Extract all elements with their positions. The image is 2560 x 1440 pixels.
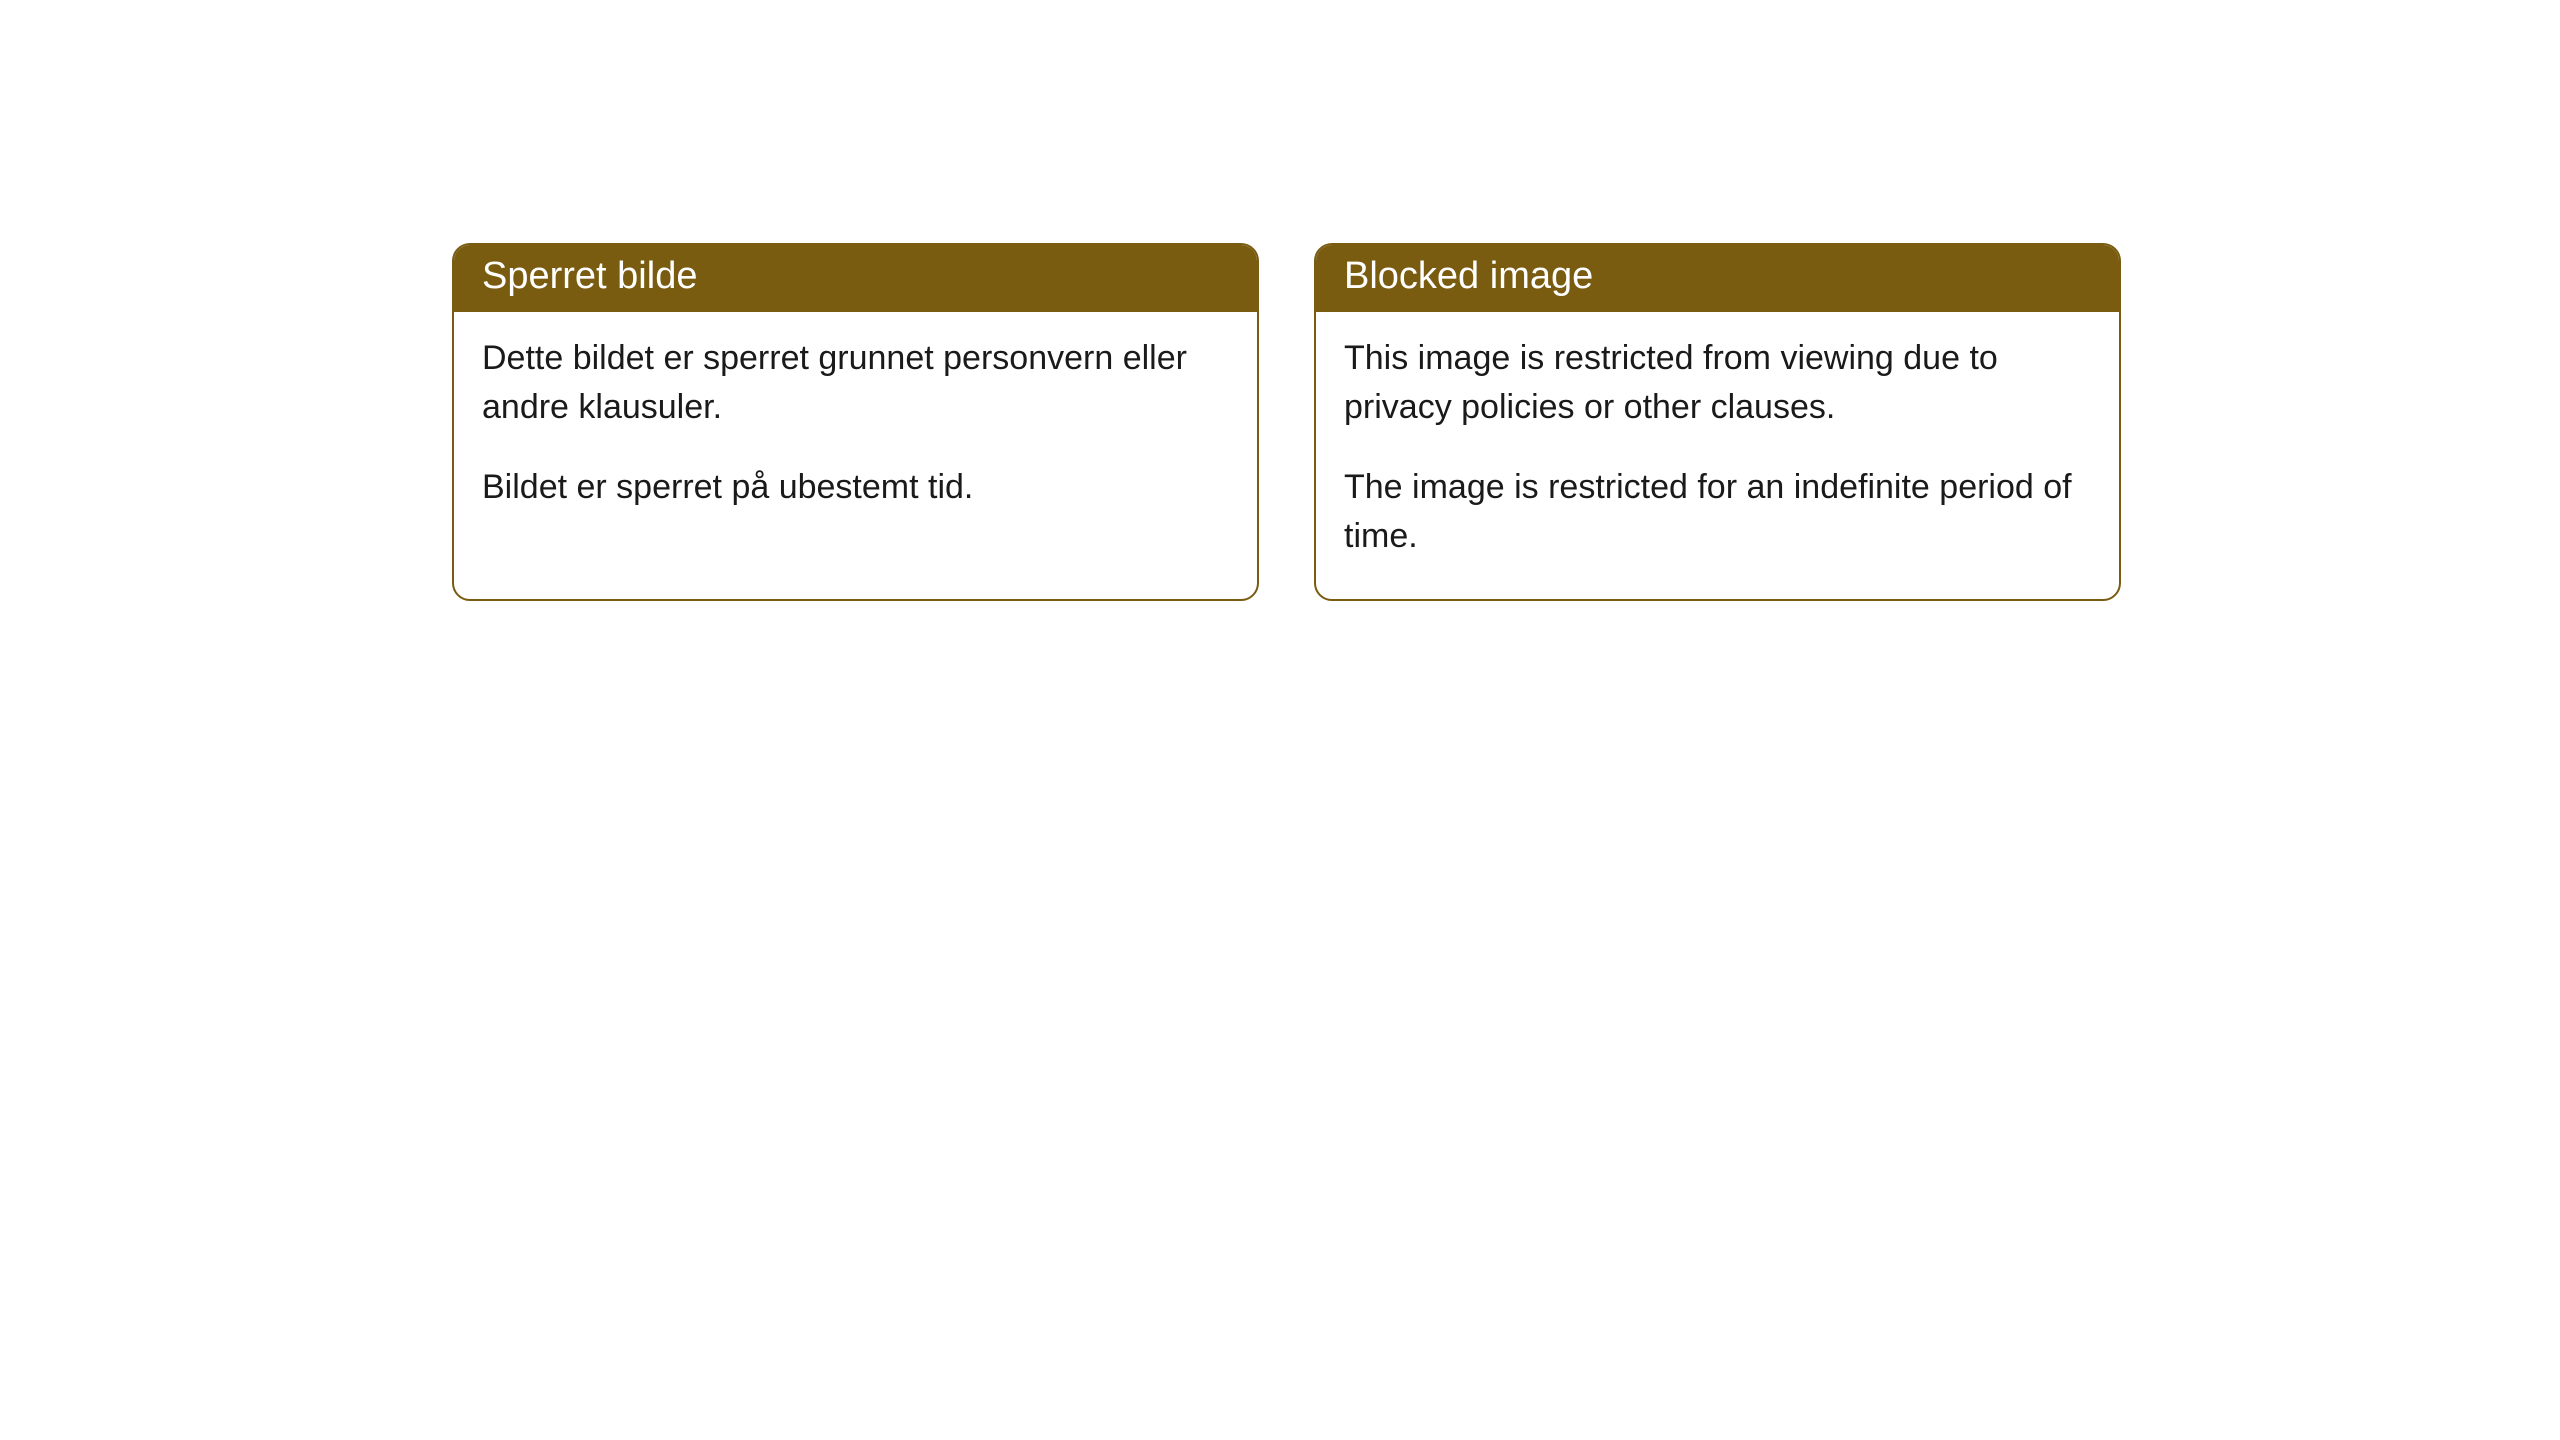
notice-text-english-1: This image is restricted from viewing du… [1344, 334, 2091, 433]
notice-card-english: Blocked image This image is restricted f… [1314, 243, 2121, 601]
notice-header-norwegian: Sperret bilde [454, 245, 1257, 312]
notice-text-norwegian-1: Dette bildet er sperret grunnet personve… [482, 334, 1229, 433]
notice-body-norwegian: Dette bildet er sperret grunnet personve… [454, 312, 1257, 550]
notice-body-english: This image is restricted from viewing du… [1316, 312, 2119, 599]
notice-header-english: Blocked image [1316, 245, 2119, 312]
notice-card-norwegian: Sperret bilde Dette bildet er sperret gr… [452, 243, 1259, 601]
notice-text-english-2: The image is restricted for an indefinit… [1344, 463, 2091, 562]
notice-text-norwegian-2: Bildet er sperret på ubestemt tid. [482, 463, 1229, 512]
notice-container: Sperret bilde Dette bildet er sperret gr… [452, 243, 2560, 601]
